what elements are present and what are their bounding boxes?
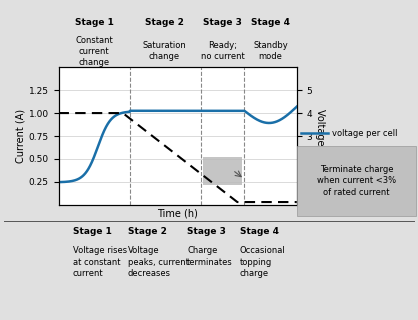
Text: Standby
mode: Standby mode — [253, 41, 288, 61]
Text: Charge
terminates: Charge terminates — [187, 246, 233, 267]
Text: Stage 1: Stage 1 — [73, 227, 112, 236]
Text: Voltage rises
at constant
current: Voltage rises at constant current — [73, 246, 127, 278]
Text: Stage 3: Stage 3 — [187, 227, 226, 236]
Text: voltage per cell: voltage per cell — [332, 129, 398, 138]
Text: Stage 3: Stage 3 — [204, 18, 242, 27]
Text: Ready;
no current: Ready; no current — [201, 41, 245, 61]
Text: Stage 4: Stage 4 — [251, 18, 290, 27]
Text: Terminate charge
when current <3%
of rated current: Terminate charge when current <3% of rat… — [317, 164, 396, 197]
Bar — [203, 157, 242, 185]
Text: Stage 4: Stage 4 — [240, 227, 279, 236]
Text: charge current: charge current — [332, 148, 395, 157]
X-axis label: Time (h): Time (h) — [157, 209, 198, 219]
Text: Stage 2: Stage 2 — [145, 18, 184, 27]
Text: Stage 1: Stage 1 — [75, 18, 114, 27]
Y-axis label: Current (A): Current (A) — [16, 109, 26, 163]
Text: Constant
current
change: Constant current change — [75, 36, 113, 67]
Text: Saturation
change: Saturation change — [143, 41, 186, 61]
Text: Voltage
peaks, current
decreases: Voltage peaks, current decreases — [127, 246, 189, 278]
Y-axis label: Voltage (V): Voltage (V) — [315, 109, 325, 163]
Text: Occasional
topping
charge: Occasional topping charge — [240, 246, 285, 278]
Text: Stage 2: Stage 2 — [127, 227, 166, 236]
